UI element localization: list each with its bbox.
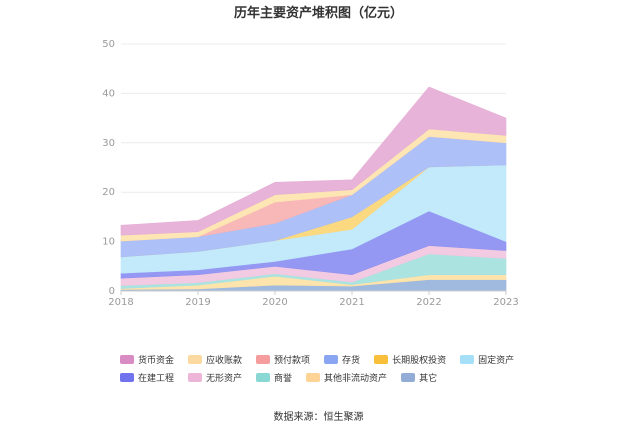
legend-swatch	[256, 372, 271, 382]
legend-label: 商誉	[274, 373, 293, 384]
legend-label: 长期股权投资	[392, 355, 447, 366]
y-tick-label: 10	[102, 237, 115, 248]
legend-label: 预付款项	[274, 355, 311, 366]
legend-item[interactable]: 存货	[324, 352, 360, 366]
legend-label: 在建工程	[138, 373, 175, 384]
legend-item[interactable]: 预付款项	[256, 352, 310, 366]
legend-label: 应收账款	[206, 355, 243, 366]
legend-label: 固定资产	[478, 355, 515, 366]
legend-item[interactable]: 其他非流动资产	[306, 370, 387, 384]
y-tick-label: 20	[102, 187, 115, 198]
legend-item[interactable]: 长期股权投资	[374, 352, 446, 366]
x-tick-label: 2019	[185, 297, 210, 308]
x-tick-label: 2018	[108, 297, 133, 308]
y-tick-label: 40	[102, 88, 115, 99]
legend: 货币资金 应收账款 预付款项 存货 长期股权投资 固定资产在建工程 无形资产 商誉 其他非流动资…	[120, 352, 540, 384]
x-tick-label: 2021	[339, 297, 364, 308]
stacked-areas	[120, 86, 507, 292]
legend-swatch	[256, 354, 271, 364]
x-tick-label: 2022	[416, 297, 441, 308]
legend-item[interactable]: 固定资产	[460, 352, 514, 366]
legend-swatch	[120, 354, 134, 364]
legend-item[interactable]: 在建工程	[120, 370, 174, 384]
legend-label: 其他非流动资产	[324, 373, 388, 384]
legend-swatch	[401, 372, 416, 382]
x-axis: 2018 2019 2020 2021 2022 2023	[108, 290, 519, 308]
y-axis: 0 10 20 30 40 50	[102, 39, 115, 297]
area-series-货币资金	[120, 86, 507, 236]
legend-swatch	[120, 372, 134, 382]
legend-item[interactable]: 应收账款	[188, 352, 242, 366]
legend-item[interactable]: 其它	[401, 370, 437, 384]
legend-item[interactable]: 无形资产	[188, 370, 242, 384]
legend-swatch	[460, 354, 475, 364]
x-tick-label: 2023	[493, 297, 518, 308]
legend-label: 其它	[419, 373, 438, 384]
legend-label: 存货	[342, 355, 361, 366]
legend-item[interactable]: 商誉	[256, 370, 292, 384]
legend-swatch	[306, 372, 321, 382]
legend-item[interactable]: 货币资金	[120, 352, 174, 366]
y-tick-label: 30	[102, 138, 115, 149]
y-tick-label: 50	[102, 39, 115, 50]
legend-label: 无形资产	[206, 373, 243, 384]
x-tick-label: 2020	[262, 297, 287, 308]
legend-swatch	[324, 354, 339, 364]
legend-swatch	[188, 372, 203, 382]
legend-swatch	[188, 354, 203, 364]
y-tick-label: 0	[109, 286, 115, 297]
legend-swatch	[374, 354, 389, 364]
chart-title: 历年主要资产堆积图（亿元）	[233, 6, 403, 21]
source-note: 数据来源：恒生聚源	[273, 412, 364, 423]
legend-label: 货币资金	[138, 355, 175, 366]
